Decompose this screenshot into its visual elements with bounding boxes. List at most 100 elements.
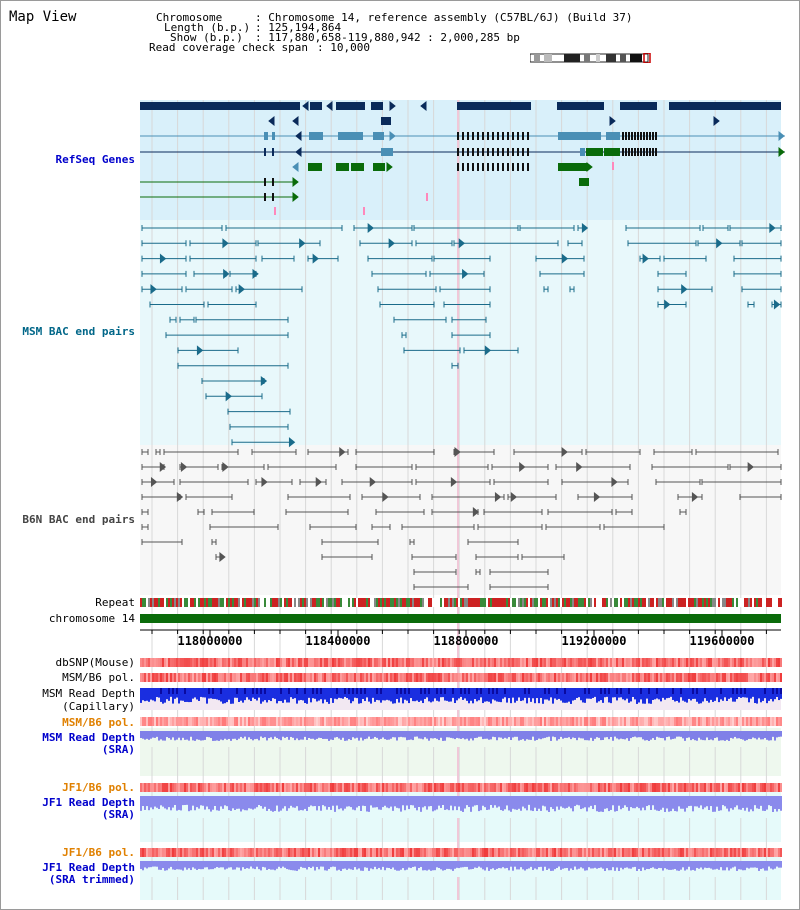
bac-arrow [222,461,229,473]
msm-depth-sra-label: MSM Read Depth [42,731,135,744]
jf1-b6-pol-heat-1 [266,783,268,792]
msm-depth-capillary [600,688,602,701]
repeat-segment [402,598,404,607]
msm-b6-pol-sra-heat [774,717,776,726]
jf1-b6-pol-heat-1 [484,783,486,792]
repeat-segment [412,598,414,607]
jf1-depth-trimmed [294,861,296,871]
repeat-segment [144,598,146,607]
jf1-depth-trimmed [652,861,654,868]
dbsnp-heat [472,658,474,667]
jf1-depth-sra [360,796,362,811]
msm-depth-sra [684,731,686,741]
msm-b6-pol-heat [376,673,378,682]
dbsnp-heat [272,658,274,667]
msm-b6-pol-sra-heat [674,717,676,726]
jf1-depth-sra [146,796,148,807]
jf1-depth-trimmed [346,861,348,870]
msm-b6-pol-heat [154,673,156,682]
bac-arrow [510,491,518,503]
jf1-depth-trimmed [772,861,774,870]
msm-depth-sra [198,731,200,740]
jf1-depth-trimmed [478,861,480,867]
repeat-segment [372,598,374,607]
msm-depth-sra [554,731,556,738]
msm-depth-capillary-dark [480,688,482,694]
jf1-depth-trimmed [210,861,212,870]
msm-depth-capillary [650,688,652,704]
msm-b6-pol-sra-heat [724,717,726,726]
jf1-depth-trimmed [168,861,170,869]
msm-b6-pol-sra-heat [752,717,754,726]
msm-depth-sra [212,731,214,741]
dbsnp-heat [548,658,550,667]
jf1-b6-pol-heat-1 [670,783,672,792]
msm-bac-label[interactable]: MSM BAC end pairs [22,325,135,338]
b6n-bac-label[interactable]: B6N BAC end pairs [22,513,135,526]
chromosome-ideogram[interactable] [530,53,654,63]
repeat-segment [142,598,144,607]
msm-b6-pol-sra-heat [690,717,692,726]
jf1-depth-sra [214,796,216,807]
msm-b6-pol-sra-heat [360,717,362,726]
msm-depth-sra [540,731,542,740]
repeat-segment [688,598,690,607]
msm-depth-sra [364,731,366,740]
msm-b6-pol-heat [360,673,362,682]
jf1-b6-pol-heat-2 [730,848,732,857]
msm-depth-capillary [340,688,342,699]
msm-b6-pol-sra-heat [294,717,296,726]
dbsnp-heat [216,658,218,667]
repeat-segment [382,598,384,607]
msm-b6-pol-sra-heat [756,717,758,726]
msm-b6-pol-sra-heat [314,717,316,726]
msm-b6-pol-sra-heat [524,717,526,726]
msm-b6-pol-sra-heat [538,717,540,726]
jf1-depth-sra [634,796,636,809]
refseq-genes-label[interactable]: RefSeq Genes [55,153,135,166]
jf1-depth-sra [418,796,420,807]
msm-b6-pol-sra-heat [730,717,732,726]
jf1-depth-sra [658,796,660,812]
msm-b6-pol-heat [586,673,588,682]
jf1-depth-sra [324,796,326,807]
bac-arrow [288,437,296,448]
msm-b6-pol-heat [774,673,776,682]
msm-b6-pol-heat [726,673,728,682]
repeat-segment [428,598,430,607]
msm-b6-pol-heat [640,673,642,682]
msm-b6-pol-sra-heat [380,717,382,726]
msm-depth-capillary [364,688,366,702]
repeat-segment [374,598,376,607]
jf1-depth-trimmed [390,861,392,870]
msm-depth-sra [596,731,598,738]
length-label: Length (b.p.) [164,21,251,34]
msm-b6-pol-sra-heat [594,717,596,726]
jf1-depth-sra [674,796,676,812]
jf1-b6-pol-heat-2 [604,848,606,857]
msm-b6-pol-heat [660,673,662,682]
msm-depth-capillary-sub: (Capillary) [62,700,135,713]
repeat-segment [320,598,322,607]
msm-depth-sra [218,731,220,741]
msm-depth-capillary [766,688,768,704]
jf1-depth-sra [320,796,322,811]
jf1-depth-trimmed [668,861,670,870]
jf1-depth-sra [560,796,562,807]
msm-depth-capillary [570,688,572,704]
msm-depth-sra [466,731,468,739]
msm-b6-pol-sra-heat [144,717,146,726]
msm-b6-pol-heat [238,673,240,682]
msm-depth-capillary-dark [184,688,186,694]
msm-depth-sra [550,731,552,741]
msm-b6-pol-heat [344,673,346,682]
repeat-segment [422,598,424,607]
repeat-segment [140,598,142,607]
gene-arrow [778,146,785,158]
msm-b6-pol-sra-heat [152,717,154,726]
jf1-depth-sra [452,796,454,811]
bac-arrow [196,345,204,356]
dbsnp-heat [252,658,254,667]
msm-depth-capillary [642,688,644,704]
jf1-depth-sra [224,796,226,806]
